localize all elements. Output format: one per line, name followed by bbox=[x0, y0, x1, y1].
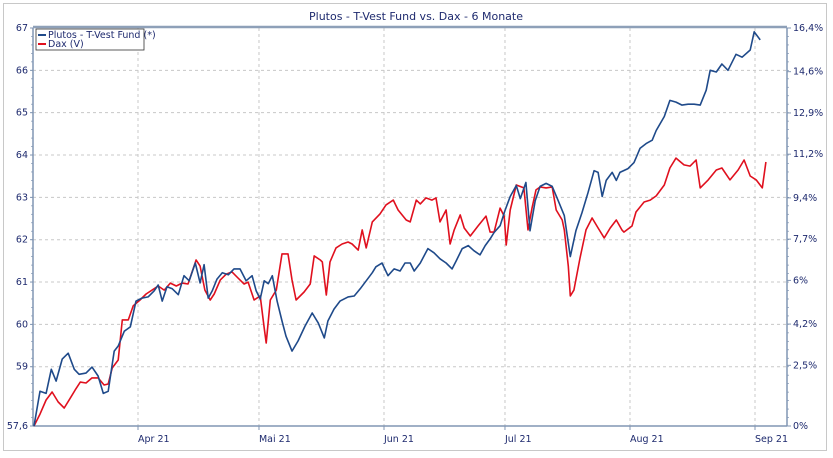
x-tick-label: Apr 21 bbox=[138, 434, 170, 445]
axes: 67 66 65 64 63 62 61 60 59 57,6 16,4% 14,6% 12,9% 11,… bbox=[7, 23, 823, 445]
right-tick-label: 4,2% bbox=[793, 319, 817, 330]
right-tick-label: 9,4% bbox=[793, 193, 817, 204]
right-tick-label: 7,7% bbox=[793, 234, 817, 245]
left-tick-label: 66 bbox=[16, 65, 28, 76]
left-tick-label: 65 bbox=[16, 108, 28, 119]
right-tick-label: 11,2% bbox=[793, 149, 823, 160]
left-tick-label: 57,6 bbox=[7, 421, 28, 432]
right-tick-label: 2,5% bbox=[793, 360, 817, 371]
right-tick-label: 6% bbox=[793, 275, 808, 286]
right-tick-label: 14,6% bbox=[793, 67, 823, 78]
left-tick-label: 59 bbox=[16, 362, 28, 373]
legend: Plutos - T-Vest Fund (*) Dax (V) bbox=[35, 28, 156, 51]
gridlines bbox=[33, 28, 787, 427]
left-tick-label: 60 bbox=[16, 319, 28, 330]
left-tick-label: 64 bbox=[16, 150, 28, 161]
left-tick-label: 62 bbox=[16, 235, 28, 246]
chart-frame bbox=[3, 3, 827, 451]
series-line-fund bbox=[33, 30, 761, 427]
series-line-dax bbox=[33, 157, 767, 427]
left-tick-label: 63 bbox=[16, 192, 28, 203]
legend-label-fund: Plutos - T-Vest Fund (*) bbox=[48, 30, 156, 41]
left-tick-label: 61 bbox=[16, 277, 28, 288]
right-tick-label: 12,9% bbox=[793, 108, 823, 119]
x-tick-label: Jul 21 bbox=[504, 434, 532, 445]
legend-label-dax: Dax (V) bbox=[48, 39, 84, 50]
x-tick-label: Jun 21 bbox=[383, 434, 414, 445]
right-tick-label: 0% bbox=[793, 421, 808, 432]
x-tick-label: Mai 21 bbox=[259, 434, 291, 445]
left-tick-label: 67 bbox=[16, 23, 28, 34]
right-tick-label: 16,4% bbox=[793, 23, 823, 34]
chart-title: Plutos - T-Vest Fund vs. Dax - 6 Monate bbox=[309, 10, 523, 23]
x-tick-label: Sep 21 bbox=[755, 434, 788, 445]
x-tick-label: Aug 21 bbox=[630, 434, 664, 445]
series-lines bbox=[33, 30, 767, 427]
